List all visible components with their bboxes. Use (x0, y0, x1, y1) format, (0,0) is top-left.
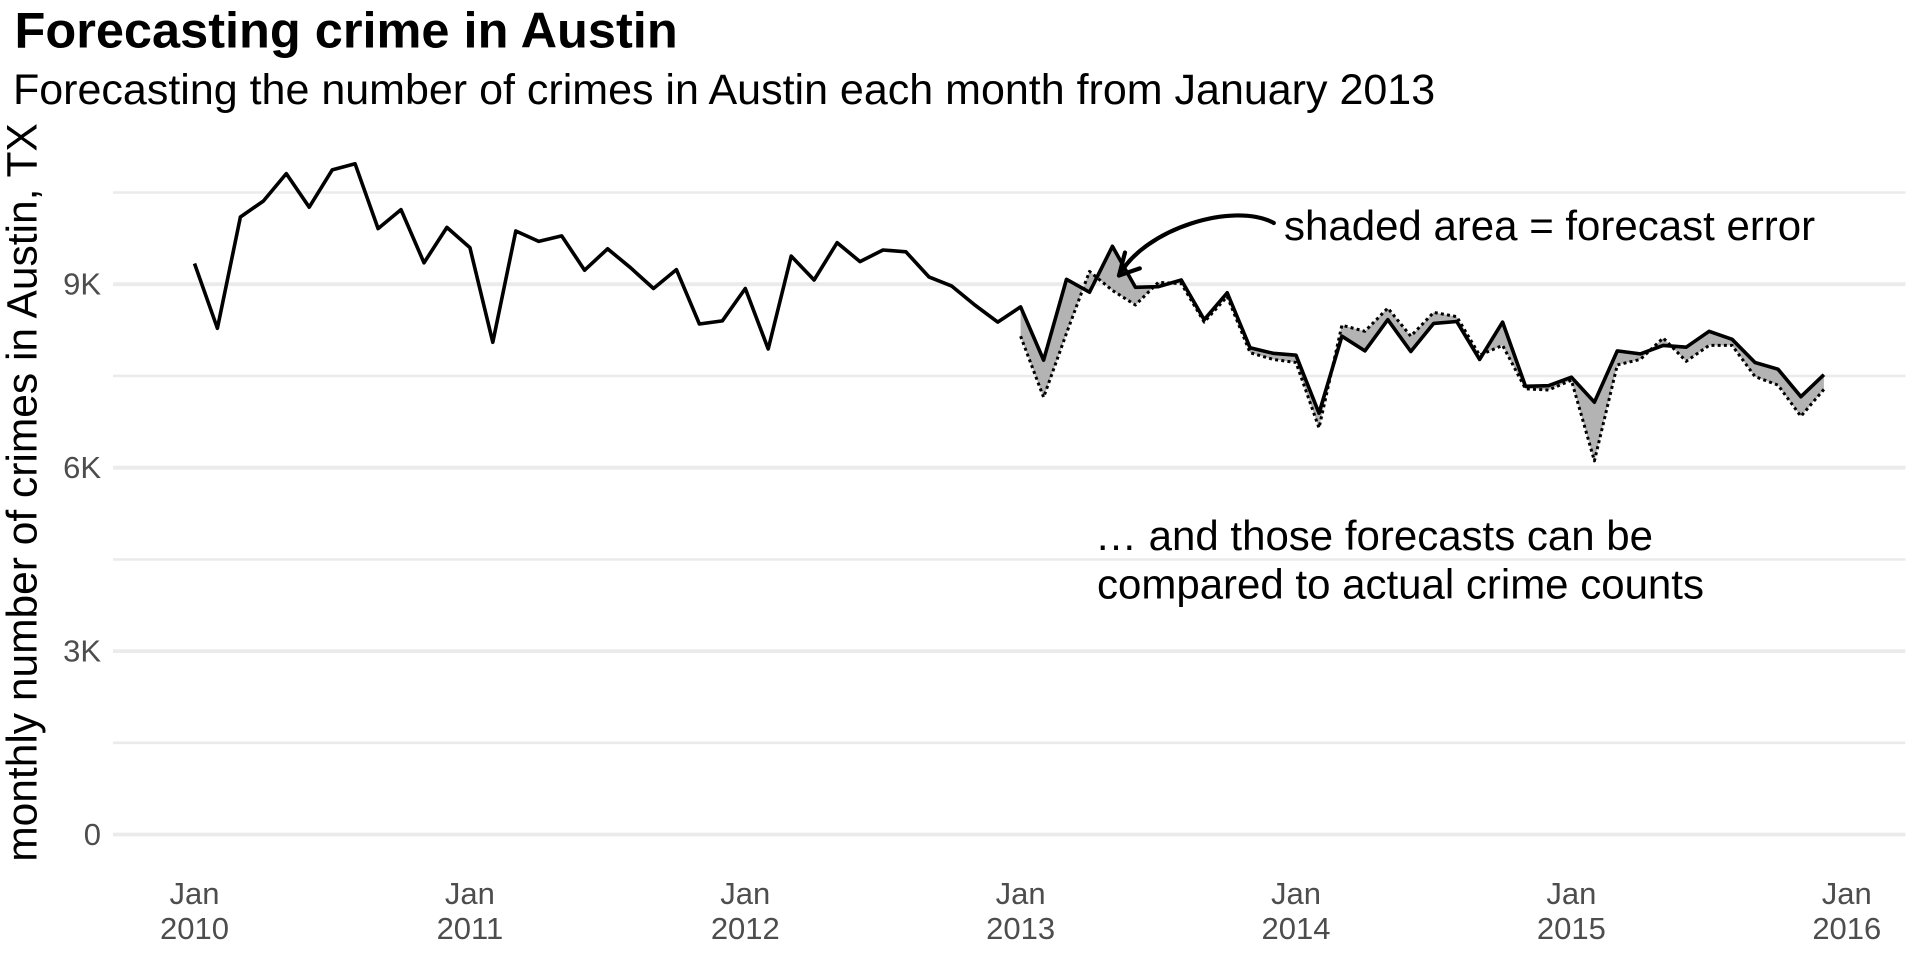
svg-text:2014: 2014 (1262, 911, 1331, 946)
svg-text:Jan: Jan (170, 876, 220, 911)
svg-text:Jan: Jan (1546, 876, 1596, 911)
svg-text:shaded area = forecast error: shaded area = forecast error (1284, 202, 1815, 249)
svg-text:Jan: Jan (1822, 876, 1872, 911)
svg-text:Jan: Jan (445, 876, 495, 911)
svg-text:… and those forecasts can be: … and those forecasts can be (1095, 512, 1653, 559)
svg-text:0: 0 (84, 817, 101, 852)
svg-text:3K: 3K (63, 634, 101, 669)
svg-text:2010: 2010 (160, 911, 229, 946)
svg-text:2013: 2013 (986, 911, 1055, 946)
svg-text:2015: 2015 (1537, 911, 1606, 946)
svg-text:Jan: Jan (720, 876, 770, 911)
svg-text:compared to actual crime count: compared to actual crime counts (1097, 560, 1704, 607)
svg-text:6K: 6K (63, 450, 101, 485)
svg-text:9K: 9K (63, 267, 101, 302)
svg-text:Forecasting crime in Austin: Forecasting crime in Austin (15, 2, 678, 59)
svg-text:2016: 2016 (1812, 911, 1881, 946)
svg-text:monthly number of crimes in Au: monthly number of crimes in Austin, TX (0, 123, 47, 862)
svg-text:2012: 2012 (711, 911, 780, 946)
svg-text:2011: 2011 (437, 911, 504, 946)
svg-text:Forecasting the number of crim: Forecasting the number of crimes in Aust… (13, 66, 1435, 114)
svg-text:Jan: Jan (996, 876, 1046, 911)
svg-text:Jan: Jan (1271, 876, 1321, 911)
